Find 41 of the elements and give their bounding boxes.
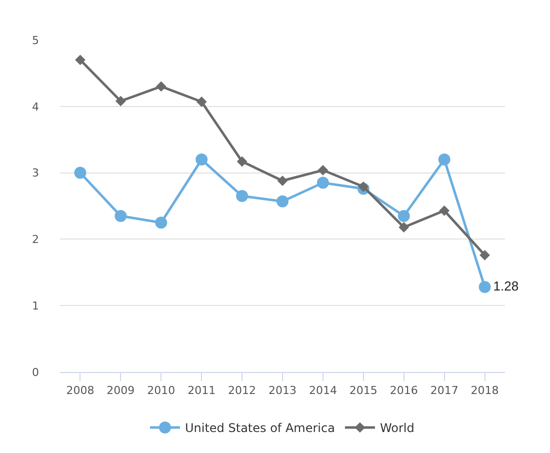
x-tick-label: 2015 [349,384,378,398]
point [156,81,166,92]
x-tick-label: 2008 [66,384,94,398]
point [358,182,369,192]
point [276,195,288,208]
point [155,216,168,229]
legend-label: United States of America [185,421,335,436]
x-tick-label: 2017 [430,384,458,398]
point [196,154,208,166]
point [74,166,86,179]
point [277,176,288,186]
y-tick-label: 5 [32,34,39,47]
x-tick-label: 2009 [106,384,135,398]
x-tick-label: 2011 [188,384,216,398]
point [480,250,490,260]
x-tick-label: 2012 [228,384,256,398]
x-tick-label: 2018 [470,384,499,398]
point [115,96,126,106]
point [236,190,248,202]
point [318,164,328,176]
point [439,205,450,216]
data-label: 1.28 [493,278,519,294]
point [236,156,248,167]
point [398,210,410,222]
y-tick-label: 0 [32,366,39,379]
point [398,222,410,232]
y-tick-label: 4 [32,100,39,114]
legend-label: World [380,421,414,436]
x-tick-label: 2016 [390,384,418,398]
x-tick-label: 2013 [268,384,296,398]
y-tick-label: 1 [32,299,39,312]
point [196,96,207,107]
point [114,210,127,222]
x-tick-label: 2014 [308,384,337,398]
point [316,176,329,189]
point [478,281,491,294]
y-tick-label: 3 [32,166,39,180]
point [75,54,86,66]
x-tick-label: 2010 [147,384,176,398]
point [438,154,450,166]
y-tick-label: 2 [32,233,39,246]
